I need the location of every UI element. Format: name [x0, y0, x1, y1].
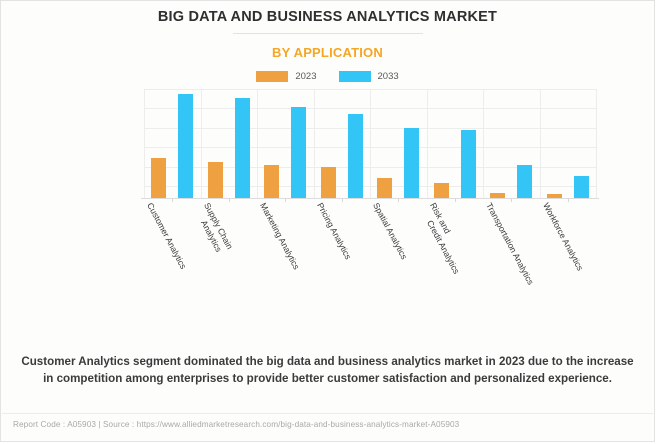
grid-vline [370, 89, 371, 198]
x-axis-label-line: Customer Analytics [145, 201, 189, 271]
bar-2033[interactable] [178, 93, 194, 198]
x-axis-label: Spatial Analytics [370, 201, 409, 261]
plot-area [141, 89, 599, 202]
bar-2023[interactable] [546, 193, 562, 198]
page-title: BIG DATA AND BUSINESS ANALYTICS MARKET [157, 9, 498, 25]
x-axis-label-line: Workforce Analytics [540, 201, 586, 273]
title-divider [232, 33, 423, 34]
x-axis-tick [341, 198, 343, 202]
x-axis-line [141, 198, 599, 199]
legend-item-2033[interactable]: 2033 [338, 71, 399, 82]
footer-divider [2, 413, 653, 414]
legend-label-2023: 2023 [295, 71, 317, 82]
grid-vline [200, 89, 202, 198]
x-axis-label: Supply Chain Analytics [191, 201, 235, 256]
grid-vline [426, 89, 428, 198]
bar-2033[interactable] [460, 129, 476, 198]
bar-group [540, 89, 597, 202]
bar-group [427, 89, 484, 202]
grid-vline [144, 89, 145, 198]
x-axis-tick [398, 198, 400, 202]
bar-2033[interactable] [234, 97, 250, 198]
bar-2033[interactable] [404, 127, 420, 198]
bar-2023[interactable] [433, 183, 449, 198]
x-axis-label-line: Transportation Analytics [484, 201, 537, 287]
bar-2023[interactable] [377, 178, 393, 198]
x-axis-label-line: Pricing Analytics [314, 201, 354, 261]
bar-2023[interactable] [320, 167, 336, 198]
bar-group [201, 89, 258, 202]
x-axis-tick [228, 198, 230, 202]
chart-legend: 2023 2033 [1, 71, 654, 82]
bar-2033[interactable] [291, 106, 307, 198]
grid-vline [596, 89, 597, 198]
x-axis-label: Transportation Analytics [483, 201, 536, 287]
chart-caption: Customer Analytics segment dominated the… [21, 355, 634, 385]
bar-groups [144, 89, 597, 202]
bar-2023[interactable] [151, 158, 167, 198]
x-axis-tick [511, 198, 513, 202]
x-axis-labels: Customer Analytics Supply Chain Analytics M… [144, 201, 596, 316]
x-axis-label-line: Spatial Analytics [371, 201, 410, 261]
bar-2033[interactable] [573, 176, 589, 198]
grid-vline [483, 89, 484, 198]
x-axis-tick [172, 198, 174, 202]
bar-group [370, 89, 427, 202]
bar-group [144, 89, 201, 202]
x-axis-tick [567, 198, 569, 202]
x-axis-label: Workforce Analytics [540, 201, 585, 273]
bar-2033[interactable] [517, 165, 533, 198]
gridlines [144, 89, 597, 198]
footer-source: Report Code : A05903 | Source : https://… [13, 420, 460, 429]
bar-2023[interactable] [490, 192, 506, 198]
bar-group [257, 89, 314, 202]
x-axis-label: Customer Analytics [144, 201, 188, 271]
grid-vline [257, 89, 258, 198]
bar-2033[interactable] [347, 113, 363, 198]
bar-group [483, 89, 540, 202]
x-axis-label: Risk and Credit Analytics [417, 201, 471, 276]
x-axis-label: Pricing Analytics [314, 201, 353, 261]
legend-swatch-2033 [338, 71, 371, 82]
bar-2023[interactable] [264, 165, 280, 198]
x-axis-label-line: Marketing Analytics [258, 201, 302, 272]
grid-vline [313, 89, 315, 198]
x-axis-tick [454, 198, 456, 202]
chart-subtitle: BY APPLICATION [272, 45, 383, 60]
bar-group [314, 89, 371, 202]
legend-swatch-2023 [256, 71, 289, 82]
grid-vline [539, 89, 541, 198]
legend-label-2033: 2033 [377, 71, 399, 82]
x-axis-label: Marketing Analytics [257, 201, 302, 272]
legend-item-2023[interactable]: 2023 [256, 71, 317, 82]
bar-2023[interactable] [207, 162, 223, 198]
x-axis-tick [285, 198, 287, 202]
